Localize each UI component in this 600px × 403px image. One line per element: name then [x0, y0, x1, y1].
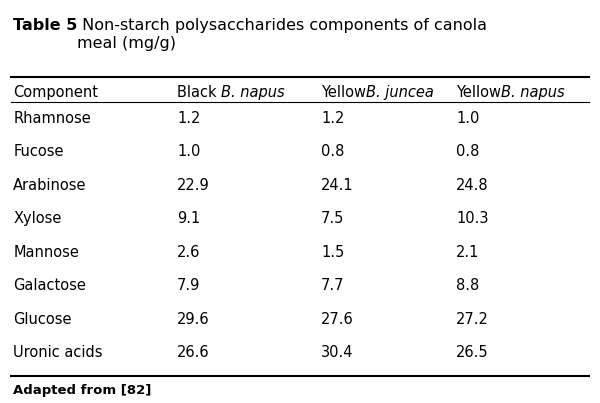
Text: B. napus: B. napus [221, 85, 284, 100]
Text: 9.1: 9.1 [177, 211, 200, 226]
Text: Rhamnose: Rhamnose [13, 111, 91, 126]
Text: 1.0: 1.0 [456, 111, 479, 126]
Text: 22.9: 22.9 [177, 178, 210, 193]
Text: 24.1: 24.1 [321, 178, 353, 193]
Text: Galactose: Galactose [13, 278, 86, 293]
Text: 7.5: 7.5 [321, 211, 344, 226]
Text: Black: Black [177, 85, 221, 100]
Text: 26.6: 26.6 [177, 345, 209, 360]
Text: Table 5: Table 5 [13, 18, 77, 33]
Text: 0.8: 0.8 [321, 144, 344, 159]
Text: Adapted from [82]: Adapted from [82] [13, 384, 152, 397]
Text: Yellow: Yellow [321, 85, 371, 100]
Text: Yellow: Yellow [456, 85, 506, 100]
Text: Component: Component [13, 85, 98, 100]
Text: 2.6: 2.6 [177, 245, 200, 260]
Text: 1.2: 1.2 [177, 111, 200, 126]
Text: 30.4: 30.4 [321, 345, 353, 360]
Text: Glucose: Glucose [13, 312, 72, 326]
Text: 1.0: 1.0 [177, 144, 200, 159]
Text: 10.3: 10.3 [456, 211, 488, 226]
Text: Xylose: Xylose [13, 211, 62, 226]
Text: 8.8: 8.8 [456, 278, 479, 293]
Text: 29.6: 29.6 [177, 312, 209, 326]
Text: Arabinose: Arabinose [13, 178, 87, 193]
Text: Non-starch polysaccharides components of canola
meal (mg/g): Non-starch polysaccharides components of… [77, 18, 487, 50]
Text: 1.5: 1.5 [321, 245, 344, 260]
Text: 27.6: 27.6 [321, 312, 354, 326]
Text: 7.7: 7.7 [321, 278, 344, 293]
Text: 2.1: 2.1 [456, 245, 479, 260]
Text: 1.2: 1.2 [321, 111, 344, 126]
Text: 0.8: 0.8 [456, 144, 479, 159]
Text: 7.9: 7.9 [177, 278, 200, 293]
Text: 24.8: 24.8 [456, 178, 488, 193]
Text: B. juncea: B. juncea [366, 85, 434, 100]
Text: Mannose: Mannose [13, 245, 79, 260]
Text: 27.2: 27.2 [456, 312, 489, 326]
Text: Fucose: Fucose [13, 144, 64, 159]
Text: Uronic acids: Uronic acids [13, 345, 103, 360]
Text: B. napus: B. napus [501, 85, 565, 100]
Text: 26.5: 26.5 [456, 345, 488, 360]
